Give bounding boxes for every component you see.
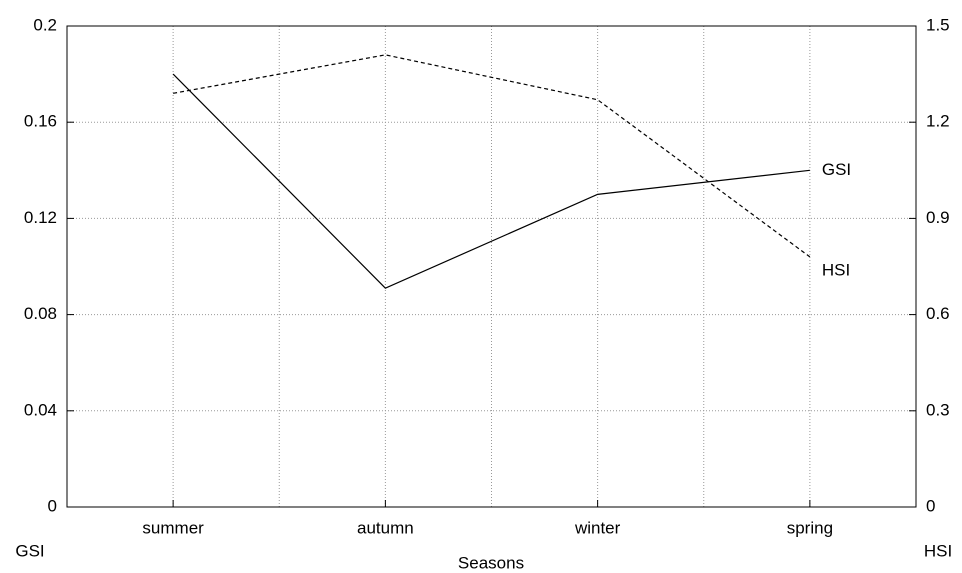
y-tick-label: 0.08 — [24, 304, 57, 323]
y2-tick-label: 0.6 — [926, 304, 950, 323]
x-tick-label: spring — [787, 518, 833, 537]
x-tick-label: summer — [142, 518, 204, 537]
y-tick-label: 0.04 — [24, 400, 57, 419]
plot-frame — [66, 25, 917, 508]
y2-axis-label: HSI — [924, 541, 952, 560]
y-tick-label: 0.2 — [33, 15, 57, 34]
y2-tick-label: 0.3 — [926, 400, 950, 419]
y-axis-label: GSI — [15, 541, 44, 560]
y-tick-label: 0 — [48, 496, 57, 515]
y-tick-label: 0.16 — [24, 112, 57, 131]
x-tick-label: autumn — [357, 518, 414, 537]
y2-tick-label: 0 — [926, 496, 935, 515]
x-tick-label: winter — [574, 518, 621, 537]
y2-tick-label: 1.5 — [926, 15, 950, 34]
series-line — [173, 54, 811, 258]
series-line — [172, 73, 810, 289]
series-label: HSI — [822, 260, 850, 279]
y2-tick-label: 1.2 — [926, 112, 950, 131]
series-label: GSI — [822, 160, 851, 179]
x-axis-label: Seasons — [458, 553, 524, 572]
y-tick-label: 0.12 — [24, 208, 57, 227]
y2-tick-label: 0.9 — [926, 208, 950, 227]
